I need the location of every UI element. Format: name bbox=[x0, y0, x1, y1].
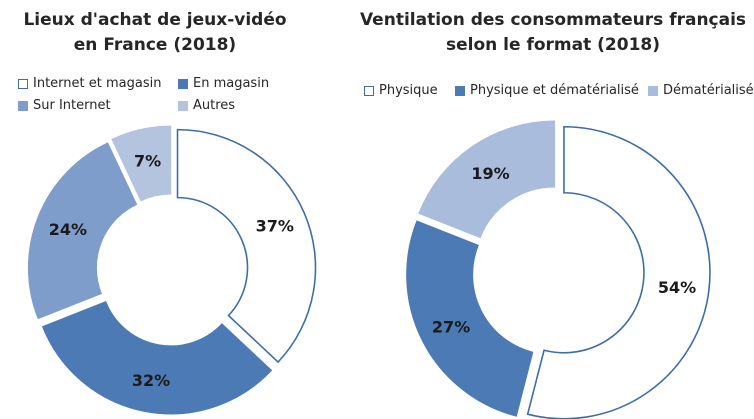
chart1-slice-label: 24% bbox=[49, 220, 87, 239]
chart2-title-line1: Ventilation des consommateurs français bbox=[359, 10, 747, 30]
chart2-legend-swatch bbox=[648, 85, 658, 96]
chart2-legend-label: Physique bbox=[379, 83, 438, 98]
chart2-legend-label: Physique et dématérialisé bbox=[470, 83, 639, 98]
chart1-slice-label: 7% bbox=[134, 152, 161, 171]
chart2-legend: Physique Physique et dématérialisé Démat… bbox=[0, 0, 754, 120]
chart2-slice bbox=[526, 125, 711, 419]
chart2-legend-item: Physique et dématérialisé bbox=[455, 83, 639, 98]
chart2-slice-label: 27% bbox=[432, 317, 470, 336]
chart2-slice-label: 54% bbox=[658, 278, 696, 297]
chart2-title-line2: selon le format (2018) bbox=[446, 35, 660, 55]
chart2-legend-label: Dématérialisé bbox=[663, 83, 754, 98]
chart2-slice-label: 19% bbox=[471, 164, 509, 183]
chart2-donut: 54% 27% 19% bbox=[406, 120, 711, 419]
chart2-title: Ventilation des consommateurs français s… bbox=[352, 8, 754, 58]
chart1-title-line1: Lieux d'achat de jeux-vidéo bbox=[23, 10, 287, 30]
chart1-legend-item: En magasin bbox=[178, 76, 269, 91]
chart1-legend-label: En magasin bbox=[193, 76, 270, 91]
chart1-donut: 37% 32% 24% 7% bbox=[28, 125, 317, 415]
chart1-slice-label: 37% bbox=[256, 217, 294, 236]
chart1-slice-label: 32% bbox=[132, 371, 170, 390]
chart2-legend-item: Physique bbox=[364, 83, 438, 98]
chart1-slice bbox=[41, 301, 273, 415]
chart1-title: Lieux d'achat de jeux-vidéo en France (2… bbox=[0, 8, 310, 58]
chart1-legend-swatch bbox=[18, 78, 28, 89]
chart1-legend-item: Autres bbox=[178, 98, 235, 113]
chart1-legend-label: Sur Internet bbox=[33, 98, 111, 113]
chart1-legend-label: Autres bbox=[193, 98, 236, 113]
chart2-legend-item: Dématérialisé bbox=[648, 83, 754, 98]
chart1-slice bbox=[176, 128, 317, 364]
chart2-slice bbox=[418, 120, 556, 239]
chart1-legend: Internet et magasin En magasin Sur Inter… bbox=[0, 0, 300, 120]
chart1-legend-swatch bbox=[178, 78, 188, 89]
chart2-legend-swatch bbox=[364, 85, 374, 96]
chart1-legend-swatch bbox=[18, 100, 28, 111]
chart2-legend-swatch bbox=[455, 85, 465, 96]
chart1-legend-swatch bbox=[178, 100, 188, 111]
chart1-legend-item: Internet et magasin bbox=[18, 76, 161, 91]
chart1-slice bbox=[28, 142, 138, 320]
chart2-slice bbox=[406, 220, 534, 417]
chart1-legend-label: Internet et magasin bbox=[33, 76, 162, 91]
chart1-legend-item: Sur Internet bbox=[18, 98, 111, 113]
chart1-title-line2: en France (2018) bbox=[73, 35, 237, 55]
chart1-slice bbox=[111, 125, 172, 202]
